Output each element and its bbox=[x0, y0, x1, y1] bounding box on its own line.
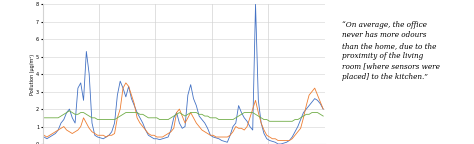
Average home PM25 bbox=[320, 108, 326, 110]
Average of main.aqi bbox=[67, 110, 73, 112]
Average of main.aqi bbox=[98, 119, 103, 120]
Average office PM25 bbox=[95, 134, 100, 136]
Line: Average home PM25: Average home PM25 bbox=[44, 4, 323, 144]
Average office PM25 bbox=[312, 87, 318, 89]
Average home PM25 bbox=[312, 98, 318, 100]
Average office PM25 bbox=[320, 108, 326, 110]
Average of main.aqi bbox=[312, 112, 318, 113]
Average of main.aqi bbox=[267, 120, 273, 122]
Average of main.aqi bbox=[303, 113, 309, 115]
Average home PM25 bbox=[106, 134, 112, 136]
Average office PM25 bbox=[210, 134, 216, 136]
Average of main.aqi bbox=[210, 117, 216, 119]
Average home PM25 bbox=[95, 136, 100, 138]
Average office PM25 bbox=[41, 134, 47, 136]
Line: Average office PM25: Average office PM25 bbox=[44, 83, 323, 141]
Average of main.aqi bbox=[41, 117, 47, 119]
Average home PM25 bbox=[253, 3, 258, 5]
Average office PM25 bbox=[303, 105, 309, 106]
Average office PM25 bbox=[275, 140, 281, 141]
Average office PM25 bbox=[188, 112, 193, 113]
Average home PM25 bbox=[303, 108, 309, 110]
Text: “On average, the office
never has more odours
than the home, due to the
proximit: “On average, the office never has more o… bbox=[342, 21, 439, 81]
Y-axis label: Pollution (μg/m³): Pollution (μg/m³) bbox=[30, 54, 35, 95]
Average of main.aqi bbox=[109, 119, 115, 120]
Average home PM25 bbox=[41, 136, 47, 138]
Average home PM25 bbox=[185, 94, 191, 96]
Average office PM25 bbox=[106, 134, 112, 136]
Average of main.aqi bbox=[320, 115, 326, 117]
Average office PM25 bbox=[123, 82, 128, 84]
Line: Average of main.aqi: Average of main.aqi bbox=[44, 111, 323, 121]
Average of main.aqi bbox=[188, 112, 193, 113]
Average home PM25 bbox=[208, 134, 213, 136]
Average home PM25 bbox=[275, 143, 281, 144]
